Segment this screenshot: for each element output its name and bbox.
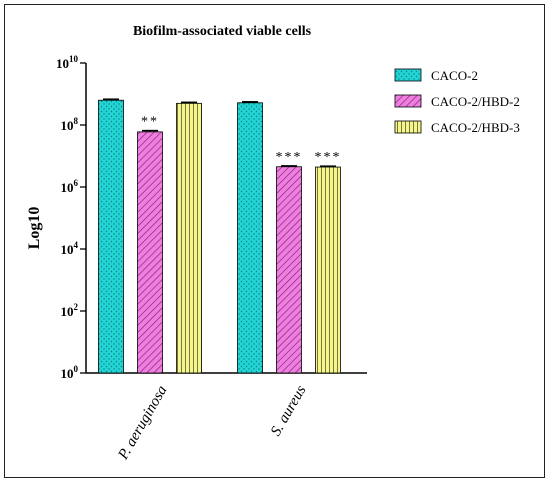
bar xyxy=(315,166,341,374)
y-tick-label: 104 xyxy=(61,240,79,257)
y-tick-label: 108 xyxy=(61,116,79,133)
bar xyxy=(237,102,263,374)
legend-label: CACO-2 xyxy=(431,68,478,83)
y-tick-label: 100 xyxy=(61,364,79,381)
figure-frame: Biofilm-associated viable cells Log10 10… xyxy=(4,4,545,478)
bars: ***** *** xyxy=(98,98,342,374)
x-axis-ticks: P. aeruginosa S. aureus xyxy=(115,383,310,463)
bar-chart: Biofilm-associated viable cells Log10 10… xyxy=(26,24,520,463)
legend-label: CACO-2/HBD-2 xyxy=(431,94,520,109)
significance-label: *** xyxy=(315,150,342,165)
legend-swatch xyxy=(394,68,422,82)
y-axis-label: Log10 xyxy=(26,207,43,250)
bar xyxy=(176,102,202,374)
legend-label: CACO-2/HBD-3 xyxy=(431,120,520,135)
y-tick-label: 1010 xyxy=(56,54,79,71)
bar xyxy=(98,99,124,374)
chart-title: Biofilm-associated viable cells xyxy=(133,24,312,39)
significance-label: ** xyxy=(141,115,159,130)
y-tick-label: 106 xyxy=(61,178,79,195)
bar xyxy=(137,131,163,374)
legend: CACO-2 CACO-2/HBD-2 CACO-2/HBD-3 xyxy=(394,68,520,135)
y-tick-label: 102 xyxy=(61,302,79,319)
x-tick-label: S. aureus xyxy=(268,383,310,439)
x-tick-label: P. aeruginosa xyxy=(115,383,170,463)
legend-swatch xyxy=(394,94,422,108)
significance-label: *** xyxy=(276,150,303,165)
y-axis-ticks: 100 102 104 106 108 1010 xyxy=(56,54,86,381)
legend-swatch xyxy=(394,120,422,134)
bar xyxy=(276,166,302,374)
